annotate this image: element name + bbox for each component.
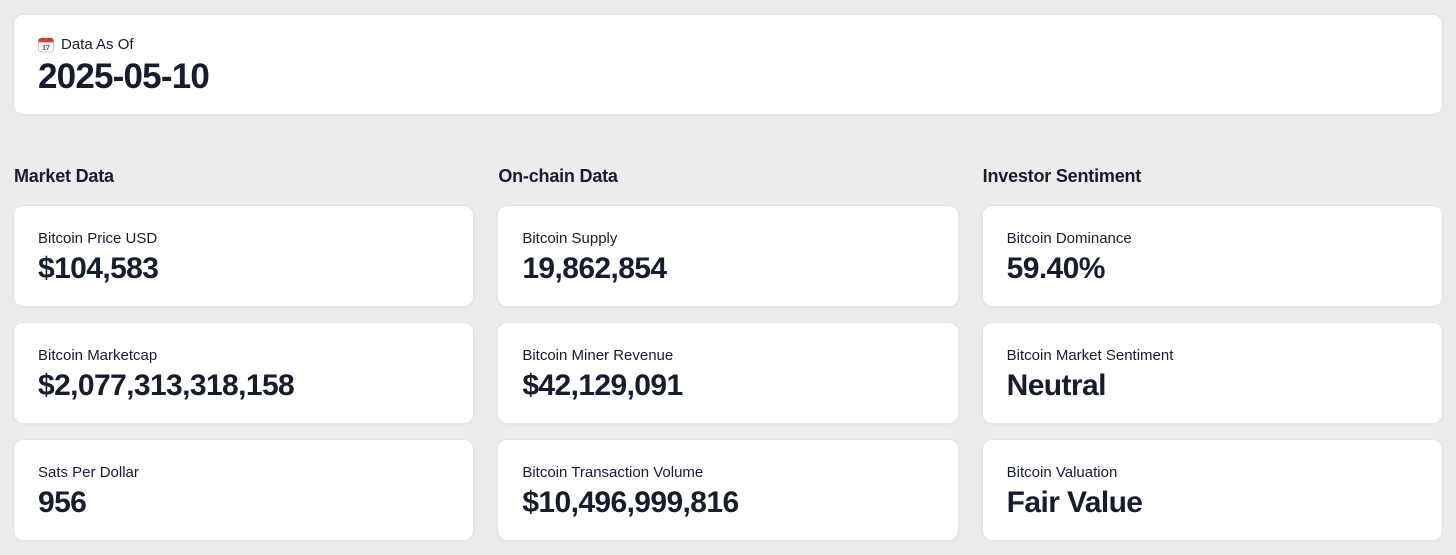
stat-label: Bitcoin Dominance	[1006, 230, 1132, 247]
stat-value: $104,583	[38, 252, 159, 285]
market-data-cards: Bitcoin Price USD $104,583 Bitcoin Marke…	[13, 205, 475, 541]
calendar-icon-day: 17	[42, 45, 50, 52]
stat-label: Bitcoin Marketcap	[38, 347, 158, 364]
stat-card-bitcoin-price-usd: Bitcoin Price USD $104,583	[13, 205, 475, 307]
stat-value: $42,129,091	[522, 369, 683, 402]
stat-label: Bitcoin Price USD	[38, 230, 158, 247]
data-as-of-label-row: 17 Data As Of	[38, 36, 1418, 54]
data-as-of-card: 17 Data As Of 2025-05-10	[13, 14, 1443, 115]
on-chain-data-cards: Bitcoin Supply 19,862,854 Bitcoin Miner …	[497, 205, 959, 541]
stat-label: Sats Per Dollar	[38, 464, 139, 481]
stat-value: $2,077,313,318,158	[38, 369, 295, 402]
stat-value: 956	[38, 486, 87, 519]
stat-label: Bitcoin Transaction Volume	[522, 464, 704, 481]
section-title-investor-sentiment: Investor Sentiment	[982, 166, 1142, 186]
stat-card-bitcoin-marketcap: Bitcoin Marketcap $2,077,313,318,158	[13, 322, 475, 424]
stat-value: 19,862,854	[522, 252, 667, 285]
investor-sentiment-cards: Bitcoin Dominance 59.40% Bitcoin Market …	[981, 205, 1443, 541]
stat-value: $10,496,999,816	[522, 486, 739, 519]
stat-label: Bitcoin Valuation	[1006, 464, 1118, 481]
stat-label: Bitcoin Miner Revenue	[522, 347, 674, 364]
stat-card-bitcoin-dominance: Bitcoin Dominance 59.40%	[981, 205, 1443, 307]
data-as-of-label: Data As Of	[61, 36, 134, 53]
stat-value: Neutral	[1006, 369, 1107, 402]
section-title-on-chain-data: On-chain Data	[498, 166, 618, 186]
dashboard: 17 Data As Of 2025-05-10 Market Data Bit…	[13, 14, 1443, 541]
stat-card-bitcoin-supply: Bitcoin Supply 19,862,854	[497, 205, 959, 307]
stat-value: Fair Value	[1006, 486, 1143, 519]
data-as-of-value: 2025-05-10	[38, 57, 210, 96]
stat-card-bitcoin-market-sentiment: Bitcoin Market Sentiment Neutral	[981, 322, 1443, 424]
stat-card-bitcoin-valuation: Bitcoin Valuation Fair Value	[981, 439, 1443, 541]
stat-card-bitcoin-miner-revenue: Bitcoin Miner Revenue $42,129,091	[497, 322, 959, 424]
section-on-chain-data: On-chain Data Bitcoin Supply 19,862,854 …	[497, 165, 959, 541]
stat-label: Bitcoin Market Sentiment	[1006, 347, 1174, 364]
section-investor-sentiment: Investor Sentiment Bitcoin Dominance 59.…	[981, 165, 1443, 541]
stat-label: Bitcoin Supply	[522, 230, 618, 247]
stat-value: 59.40%	[1006, 252, 1106, 285]
stats-grid: Market Data Bitcoin Price USD $104,583 B…	[13, 165, 1443, 541]
stat-card-bitcoin-transaction-volume: Bitcoin Transaction Volume $10,496,999,8…	[497, 439, 959, 541]
stat-card-sats-per-dollar: Sats Per Dollar 956	[13, 439, 475, 541]
section-market-data: Market Data Bitcoin Price USD $104,583 B…	[13, 165, 475, 541]
calendar-icon: 17	[38, 37, 54, 53]
section-title-market-data: Market Data	[14, 166, 114, 186]
